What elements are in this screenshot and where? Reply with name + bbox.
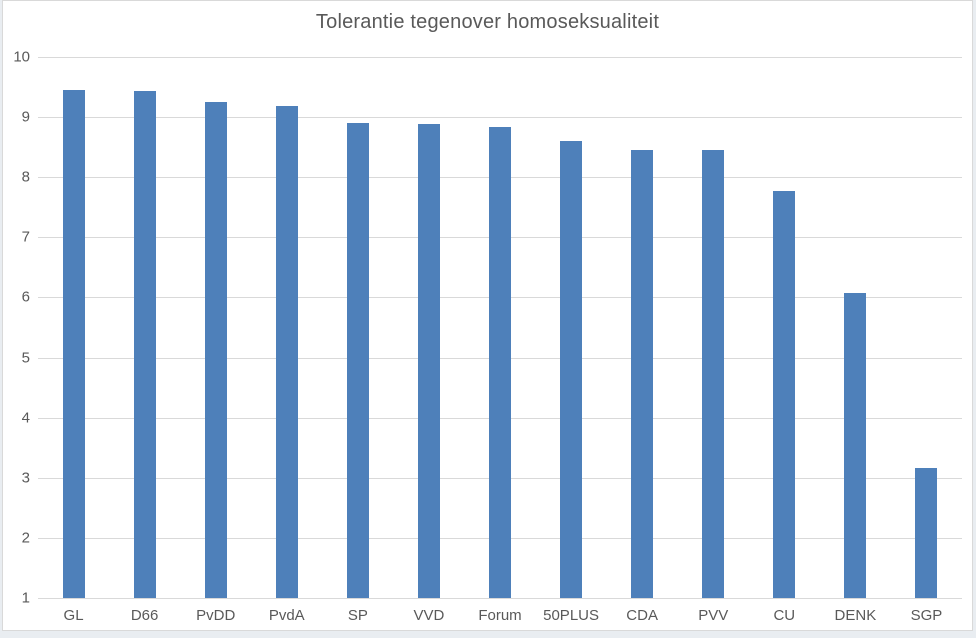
bar <box>915 467 938 598</box>
x-tick-label: CDA <box>626 607 658 624</box>
y-tick-label: 6 <box>21 288 30 306</box>
x-tick-label: VVD <box>413 607 445 624</box>
x-axis: GL D66 PvDD PvdA SP VVD Forum 50PLUS CDA PVV CU DEN… <box>38 604 962 626</box>
x-tick-label: PvDD <box>196 607 236 624</box>
x-tick-label: PVV <box>698 607 729 624</box>
y-tick-label: 9 <box>21 108 30 126</box>
y-tick-label: 5 <box>21 349 30 367</box>
y-tick-label: 8 <box>21 168 30 186</box>
chart-title: Tolerantie tegenover homoseksualiteit <box>315 11 660 33</box>
x-tick-label: SGP <box>910 607 943 624</box>
x-axis-line <box>38 598 962 599</box>
x-tick-label: 50PLUS <box>543 607 599 624</box>
bar <box>346 123 369 598</box>
x-tick-label: Forum <box>478 607 522 624</box>
y-axis: 1 2 3 4 5 6 7 8 9 10 <box>3 50 30 606</box>
bar <box>773 191 796 598</box>
y-tick-label: 7 <box>21 228 30 246</box>
x-tick-label: PvdA <box>268 607 305 624</box>
bar <box>631 150 654 598</box>
y-tick-label: 2 <box>21 529 30 547</box>
x-tick-label: SP <box>347 607 368 624</box>
x-tick-label: DENK <box>834 607 877 624</box>
y-tick-label: 4 <box>21 409 30 427</box>
gridline <box>38 57 962 58</box>
x-tick-label: CU <box>773 607 796 624</box>
y-tick-label: 1 <box>21 589 30 607</box>
bar <box>844 293 867 598</box>
bar <box>62 90 85 598</box>
plot-area <box>38 57 962 599</box>
bar <box>133 91 156 598</box>
bar <box>204 102 227 598</box>
x-tick-label: D66 <box>130 607 159 624</box>
bar <box>275 106 298 598</box>
y-tick-label: 10 <box>13 48 30 66</box>
bar <box>417 124 440 598</box>
gridline <box>38 117 962 119</box>
bar <box>489 127 511 598</box>
x-tick-label: GL <box>63 607 84 624</box>
bar <box>560 141 583 598</box>
y-tick-label: 3 <box>21 469 30 487</box>
bar <box>702 150 725 598</box>
